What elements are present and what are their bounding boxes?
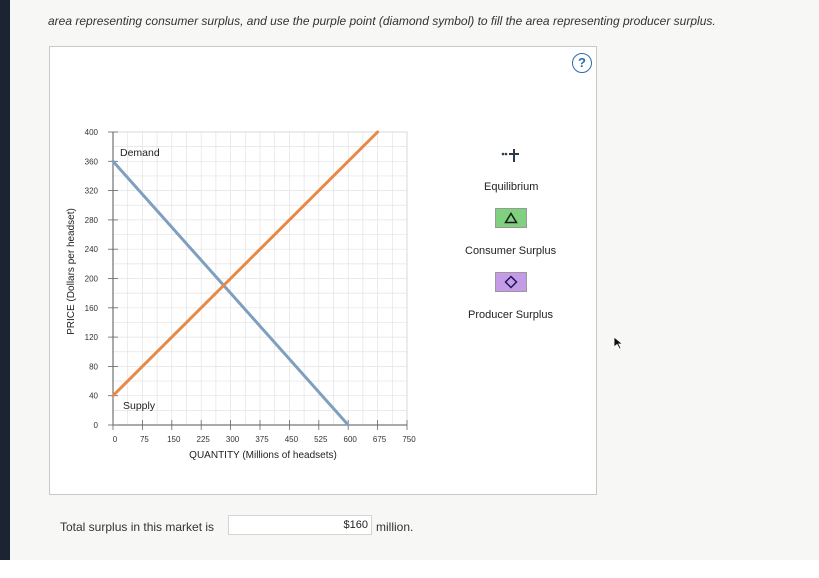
x-tick-label: 150	[167, 435, 181, 444]
x-tick-label: 225	[197, 435, 211, 444]
help-icon[interactable]: ?	[572, 53, 592, 73]
y-tick-label: 280	[85, 216, 99, 225]
y-tick-label: 400	[85, 128, 99, 137]
x-axis-title: QUANTITY (Millions of headsets)	[189, 450, 337, 461]
x-tick-label: 75	[140, 435, 149, 444]
producer-surplus-tool[interactable]	[495, 272, 527, 292]
demand-curve	[111, 159, 350, 427]
producer-surplus-label: Producer Surplus	[468, 309, 553, 321]
x-tick-label: 300	[226, 435, 240, 444]
supply-label: Supply	[123, 400, 156, 412]
diamond-icon	[504, 275, 518, 289]
y-tick-label: 240	[85, 245, 99, 254]
x-tick-label: 600	[344, 435, 358, 444]
x-tick-label: 675	[373, 435, 387, 444]
x-tick-label: 525	[314, 435, 328, 444]
y-tick-label: 320	[85, 187, 99, 196]
y-tick-label: 160	[85, 304, 99, 313]
x-tick-label: 0	[113, 435, 118, 444]
equilibrium-icon	[501, 149, 519, 162]
y-tick-label: 0	[94, 421, 99, 430]
y-tick-label: 80	[89, 362, 98, 371]
window-edge	[0, 0, 10, 560]
triangle-icon	[504, 212, 518, 224]
bottom-strip	[0, 560, 819, 578]
consumer-surplus-tool[interactable]	[495, 208, 527, 228]
total-surplus-input[interactable]: $160	[228, 515, 372, 535]
x-tick-label: 750	[402, 435, 416, 444]
consumer-surplus-label: Consumer Surplus	[465, 245, 557, 257]
instruction-text: area representing consumer surplus, and …	[48, 14, 716, 28]
y-axis-title: PRICE (Dollars per headset)	[66, 208, 77, 335]
y-tick-label: 40	[89, 392, 98, 401]
total-surplus-unit: million.	[376, 520, 414, 534]
demand-label: Demand	[120, 147, 160, 159]
total-surplus-prompt: Total surplus in this market is	[60, 520, 215, 534]
y-tick-label: 200	[85, 275, 99, 284]
y-tick-label: 120	[85, 333, 99, 342]
equilibrium-label: Equilibrium	[484, 181, 539, 193]
equilibrium-tool[interactable]	[500, 146, 524, 164]
supply-curve	[111, 130, 380, 398]
x-tick-label: 375	[255, 435, 269, 444]
y-tick-label: 360	[85, 157, 99, 166]
x-tick-label: 450	[285, 435, 299, 444]
mouse-cursor-icon	[613, 336, 624, 350]
